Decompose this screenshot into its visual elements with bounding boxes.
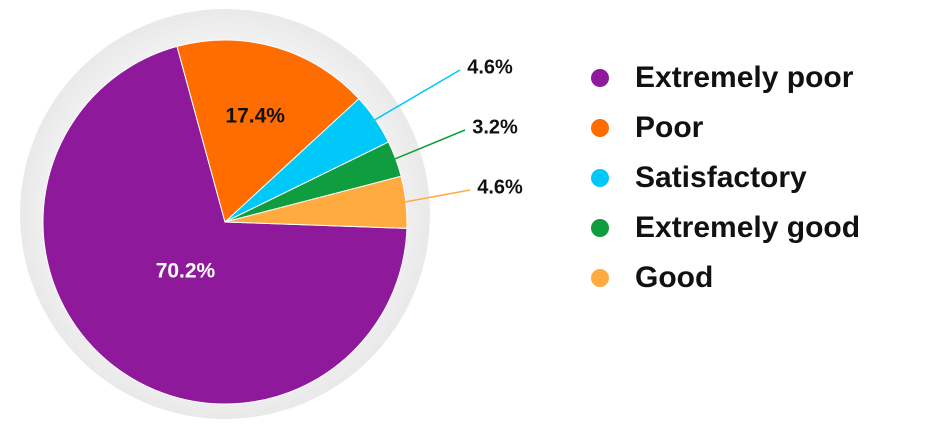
legend-label: Extremely poor [635,61,854,94]
legend-swatch [591,69,609,87]
legend-swatch [591,269,609,287]
slice-label: 3.2% [472,116,518,138]
slice-label: 4.6% [467,56,513,78]
legend-swatch [591,219,609,237]
legend-swatch [591,169,609,187]
legend-label: Extremely good [635,211,860,244]
slice-label: 70.2% [156,259,216,282]
slice-label: 17.4% [225,105,285,128]
pie-slice [42,45,408,405]
legend-label: Satisfactory [635,161,807,194]
leader-line [391,129,466,161]
legend-swatch [591,119,609,137]
leader-line [401,189,471,204]
legend-label: Good [635,261,713,294]
pie-slice [176,39,360,223]
leader-line [371,69,461,123]
slice-label: 4.6% [477,176,523,198]
legend-label: Poor [635,111,704,144]
